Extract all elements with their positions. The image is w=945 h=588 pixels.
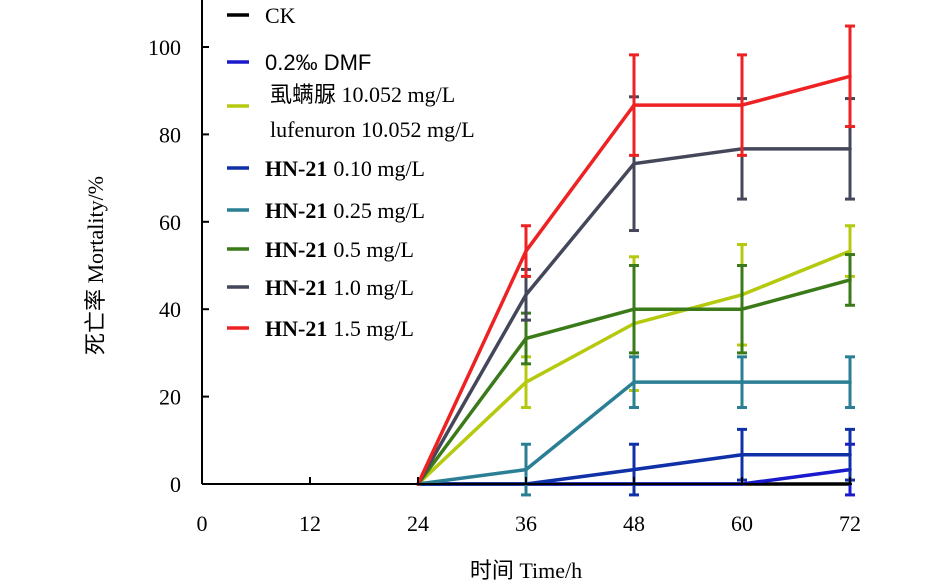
legend-label: HN-21 1.0 mg/L <box>265 275 414 300</box>
legend-label-rest: 0.5 mg/L <box>333 237 414 262</box>
series-7 <box>416 24 855 486</box>
legend-label-bold: HN-21 <box>265 198 327 223</box>
legend-item-4: HN-21 0.25 mg/L <box>227 198 425 223</box>
x-tick-label: 0 <box>197 511 208 536</box>
data-point <box>740 307 744 312</box>
data-point <box>632 467 636 472</box>
axis-ticks: 0 12 24 36 48 60 72 0 20 40 60 80 100 <box>148 35 861 536</box>
y-tick-label: 100 <box>148 35 181 60</box>
data-point <box>848 452 852 457</box>
legend-label: CK <box>265 3 296 28</box>
y-tick-label: 40 <box>159 297 181 322</box>
y-tick-label: 0 <box>170 472 181 497</box>
legend-label-rest: 0.10 mg/L <box>333 156 425 181</box>
plot-area <box>416 24 855 497</box>
data-point <box>524 467 528 472</box>
data-point <box>848 74 852 79</box>
data-point <box>848 249 852 253</box>
legend-label: lufenuron 10.052 mg/L <box>270 117 475 142</box>
data-point <box>740 380 744 384</box>
legend-label: HN-21 1.5 mg/L <box>265 316 414 341</box>
legend-label-bold: HN-21 <box>265 156 327 181</box>
x-tick-label: 12 <box>299 511 321 536</box>
x-tick-label: 48 <box>623 511 645 536</box>
data-point <box>524 380 528 384</box>
x-tick-label: 36 <box>515 511 537 536</box>
data-point <box>632 161 636 166</box>
y-tick-label: 80 <box>159 122 181 147</box>
data-point <box>848 278 852 282</box>
legend-item-0: CK <box>227 3 296 28</box>
legend-label-rest: 1.5 mg/L <box>333 316 414 341</box>
x-tick-label: 24 <box>407 511 429 536</box>
legend-item-7: HN-21 1.5 mg/L <box>227 316 414 341</box>
legend-label: HN-21 0.10 mg/L <box>265 156 425 181</box>
legend-item-5: HN-21 0.5 mg/L <box>227 237 414 262</box>
data-point <box>848 380 852 384</box>
x-axis-title: 时间 Time/h <box>470 558 582 583</box>
data-point <box>632 307 636 312</box>
legend-item-6: HN-21 1.0 mg/L <box>227 275 414 300</box>
legend: CK 0.2‰ DMF 虱螨脲 10.052 mg/L lufenuron 10.05… <box>227 3 475 341</box>
legend-item-3: HN-21 0.10 mg/L <box>227 156 425 181</box>
legend-label-bold: HN-21 <box>265 275 327 300</box>
data-point <box>524 249 528 253</box>
data-point <box>740 452 744 457</box>
y-tick-label: 20 <box>159 385 181 410</box>
legend-label-bold: HN-21 <box>265 237 327 262</box>
data-point <box>524 292 528 297</box>
data-point <box>848 147 852 151</box>
data-point <box>740 103 744 107</box>
legend-label-rest: 0.25 mg/L <box>333 198 425 223</box>
legend-item-1: 0.2‰ DMF <box>227 50 371 75</box>
legend-label: 虱螨脲 10.052 mg/L <box>270 82 455 107</box>
legend-item-2: 虱螨脲 10.052 mg/L lufenuron 10.052 mg/L <box>227 82 475 142</box>
data-point <box>524 336 528 341</box>
legend-label: HN-21 0.5 mg/L <box>265 237 414 262</box>
y-axis-title: 死亡率 Mortality/% <box>83 176 108 355</box>
data-point <box>632 380 636 384</box>
data-point <box>632 103 636 107</box>
x-tick-label: 60 <box>731 511 753 536</box>
legend-label-rest: 1.0 mg/L <box>333 275 414 300</box>
legend-label-bold: HN-21 <box>265 316 327 341</box>
legend-label: 0.2‰ DMF <box>265 50 371 75</box>
x-tick-label: 72 <box>839 511 861 536</box>
legend-label: HN-21 0.25 mg/L <box>265 198 425 223</box>
y-tick-label: 60 <box>159 210 181 235</box>
